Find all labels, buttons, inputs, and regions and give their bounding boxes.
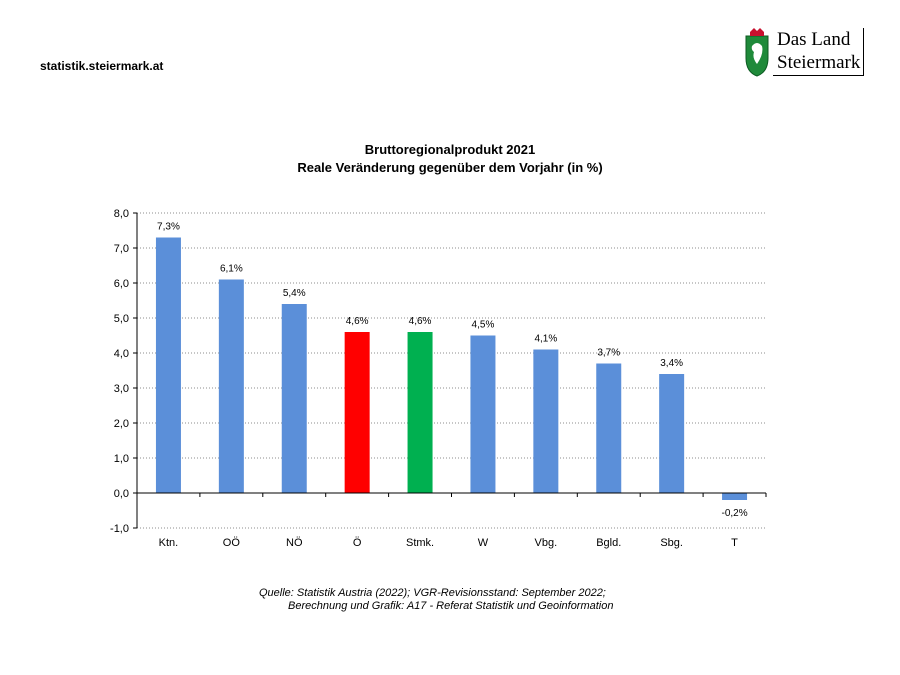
data-label: -0,2% <box>721 508 747 519</box>
data-label: 6,1% <box>220 264 243 275</box>
site-url[interactable]: statistik.steiermark.at <box>40 59 164 73</box>
y-tick-label: 6,0 <box>114 278 129 290</box>
bar <box>533 349 559 493</box>
category-label: W <box>478 537 489 549</box>
y-tick-label: 5,0 <box>114 313 129 325</box>
coat-of-arms-icon <box>745 28 769 77</box>
y-tick-label: 3,0 <box>114 383 129 395</box>
category-label: NÖ <box>286 537 303 549</box>
chart-title: Bruttoregionalprodukt 2021 <box>364 142 536 157</box>
y-tick-label: 7,0 <box>114 243 129 255</box>
bar <box>470 335 496 493</box>
data-label: 3,4% <box>660 358 683 369</box>
category-label: Bgld. <box>596 537 621 549</box>
y-tick-label: 8,0 <box>114 208 129 220</box>
bar <box>659 374 685 493</box>
category-label: T <box>731 537 738 549</box>
data-label: 4,6% <box>409 316 432 327</box>
bar <box>344 332 370 493</box>
bar <box>155 237 181 493</box>
source-line-1: Quelle: Statistik Austria (2022); VGR-Re… <box>259 587 606 599</box>
logo-line1: Das Land <box>777 29 851 50</box>
bar <box>281 304 307 493</box>
steiermark-logo <box>745 28 769 77</box>
bar <box>218 279 244 493</box>
source-line-2: Berechnung und Grafik: A17 - Referat Sta… <box>288 600 614 612</box>
logo-wordmark: Das Land Steiermark <box>773 28 864 76</box>
y-tick-label: 1,0 <box>114 453 129 465</box>
y-tick-label: 4,0 <box>114 348 129 360</box>
category-label: Ö <box>353 537 362 549</box>
data-label: 4,6% <box>346 316 369 327</box>
category-label: Ktn. <box>159 537 179 549</box>
bar <box>596 363 622 493</box>
y-tick-label: -1,0 <box>110 523 129 535</box>
data-label: 7,3% <box>157 222 180 233</box>
y-tick-label: 2,0 <box>114 418 129 430</box>
data-label: 5,4% <box>283 288 306 299</box>
y-tick-label: 0,0 <box>114 488 129 500</box>
category-label: Sbg. <box>660 537 683 549</box>
category-label: Stmk. <box>406 537 434 549</box>
data-label: 3,7% <box>597 348 620 359</box>
chart-subtitle: Reale Veränderung gegenüber dem Vorjahr … <box>297 160 603 175</box>
bar <box>722 493 748 500</box>
bar <box>407 332 433 493</box>
data-label: 4,5% <box>472 320 495 331</box>
logo-line2: Steiermark <box>777 52 861 73</box>
category-label: OÖ <box>223 537 241 549</box>
data-label: 4,1% <box>534 334 557 345</box>
category-label: Vbg. <box>535 537 558 549</box>
